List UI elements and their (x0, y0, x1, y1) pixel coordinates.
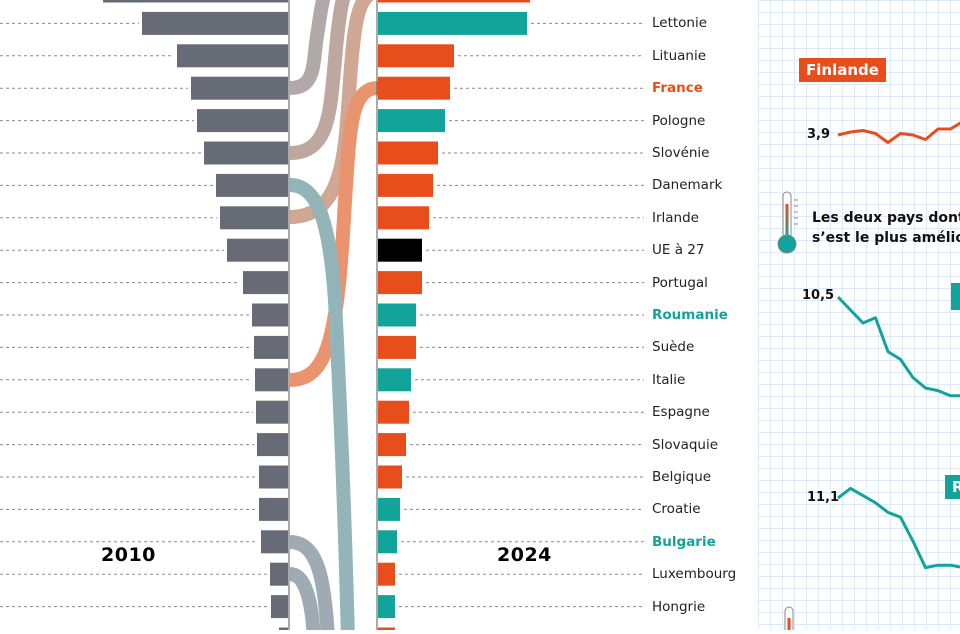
bar-2024 (378, 44, 454, 68)
country-label: Hongrie (652, 598, 706, 615)
bar-2024 (378, 238, 422, 262)
bar-2024 (378, 109, 445, 133)
ranking-chart: Lettonie Lituanie France Pologne Slovénie Dan… (0, 0, 737, 634)
flow-line (288, 567, 321, 634)
bar-2010 (177, 44, 288, 68)
country-label: Roumanie (652, 307, 728, 323)
bar-2010 (204, 141, 288, 165)
country-label: Irlande (652, 209, 699, 226)
thermometer-icon (777, 191, 798, 254)
caption-line-1: Les deux pays dont (812, 210, 960, 226)
line-charts (836, 121, 960, 570)
country-label: France (652, 80, 703, 97)
country-label: Italie (652, 371, 686, 388)
bar-2024 (378, 465, 402, 489)
bar-2010 (142, 11, 288, 35)
country-label: Slovénie (652, 145, 710, 161)
country-b-tag: R (945, 475, 960, 499)
country-label: UE à 27 (652, 242, 705, 259)
country-label: Luxembourg (652, 566, 737, 583)
country-label: Lettonie (652, 15, 708, 32)
bar-2010 (103, 0, 288, 3)
bar-chart-svg (0, 0, 644, 634)
bar-2010 (216, 173, 288, 197)
flow-line (289, 535, 335, 634)
bar-2024 (378, 595, 395, 619)
bar-2024 (378, 562, 395, 586)
bar-2024 (378, 368, 411, 392)
bar-2010 (197, 109, 288, 133)
country-label: Portugal (652, 274, 708, 291)
country-label: Suède (652, 339, 695, 356)
bar-2024 (378, 271, 422, 295)
bar-2010 (261, 530, 288, 554)
flow-line (289, 0, 351, 160)
bar-2024 (378, 433, 406, 457)
rank-flows (288, 0, 379, 634)
bar-2010 (270, 562, 288, 586)
bar-2024 (378, 11, 527, 35)
country-b-line (837, 486, 960, 570)
country-label: Bulgarie (652, 533, 716, 550)
dashed-guides (0, 22, 644, 608)
bar-2010 (257, 433, 288, 457)
finlande-start-value: 3,9 (807, 127, 831, 142)
bars-2024 (378, 0, 530, 634)
flow-line (289, 0, 331, 95)
bars-2010 (103, 0, 288, 634)
country-label: Pologne (652, 112, 706, 129)
country-a-line (836, 295, 960, 398)
bar-2024 (378, 0, 530, 3)
bar-2024 (378, 303, 416, 327)
bar-2010 (227, 238, 288, 262)
caption: Les deux pays dont s’est le plus amélior (812, 208, 960, 248)
year-label-2010: 2010 (101, 544, 156, 566)
country-a-tag (951, 283, 960, 310)
country-label: Slovaquie (652, 436, 719, 453)
side-panel: Finlande 3,9 Les deux pays dont s’est le… (758, 0, 960, 630)
finlande-tag: Finlande (799, 58, 886, 82)
bar-2010 (271, 595, 288, 619)
bar-2024 (378, 335, 416, 359)
country-a-start-value: 10,5 (802, 288, 835, 303)
bar-2010 (256, 400, 288, 424)
country-label: Espagne (652, 404, 710, 421)
bar-2024 (378, 173, 433, 197)
bar-2024 (378, 497, 400, 521)
bar-2024 (378, 530, 397, 554)
country-b-start-value: 11,1 (807, 490, 840, 505)
bar-2010 (191, 76, 288, 100)
bar-2010 (259, 497, 288, 521)
country-label: Danemark (652, 177, 723, 194)
country-label: Belgique (652, 469, 712, 485)
bar-2010 (255, 368, 288, 392)
country-label: Lituanie (652, 47, 707, 64)
bar-2010 (243, 271, 288, 295)
bar-2010 (254, 335, 288, 359)
bar-2024 (378, 206, 429, 230)
country-label: Croatie (652, 501, 701, 518)
bar-2024 (378, 141, 438, 165)
flow-line (289, 178, 355, 634)
caption-line-2: s’est le plus amélior (812, 230, 960, 246)
bar-2024 (378, 400, 409, 424)
year-label-2024: 2024 (497, 544, 552, 566)
bar-2024 (378, 76, 450, 100)
thermometer-icon (784, 606, 794, 630)
bar-2010 (220, 206, 288, 230)
bar-2010 (252, 303, 288, 327)
bar-2010 (259, 465, 288, 489)
flow-line (289, 81, 379, 387)
finlande-line (837, 121, 960, 144)
